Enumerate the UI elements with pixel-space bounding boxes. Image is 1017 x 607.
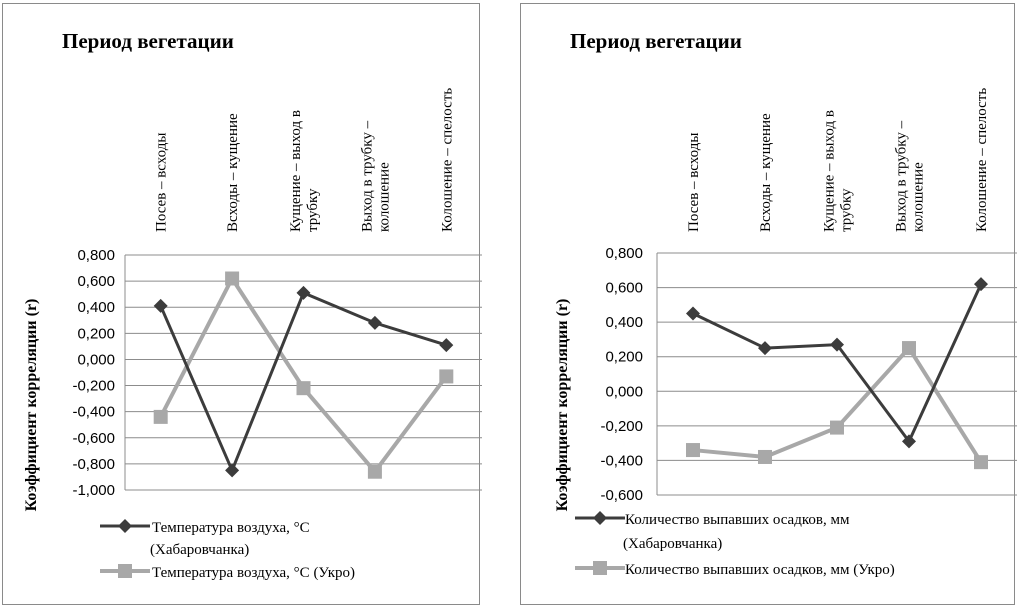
data-point-square: [830, 420, 844, 435]
y-tick-label: 0,600: [77, 273, 115, 290]
y-tick-label: 0,200: [77, 325, 115, 342]
y-tick-label: -0,200: [72, 378, 115, 395]
y-tick-label: -0,400: [600, 452, 643, 469]
chart-title: Период вегетации: [62, 29, 234, 53]
y-tick-label: 0,800: [605, 245, 643, 262]
data-point-diamond: [830, 337, 844, 352]
x-category-label: Посев – всходы: [686, 133, 702, 232]
y-tick-label: 0,000: [605, 383, 643, 400]
legend-label: Температура воздуха, °С (Укро): [152, 565, 355, 581]
x-category-label: Колошение – спелость: [974, 88, 990, 232]
y-tick-label: 0,400: [605, 314, 643, 331]
y-tick-label: -0,400: [72, 404, 115, 421]
data-point-square: [439, 369, 454, 384]
chart-1: Период вегетации Коэффициент корреляции (…: [2, 3, 482, 605]
x-category-label: трубку: [839, 188, 855, 232]
data-point-diamond: [296, 285, 311, 300]
data-point-square: [367, 464, 382, 479]
legend-marker-diamond: [593, 511, 607, 525]
legend-label: Температура воздуха, °С: [152, 520, 310, 536]
x-category-label: колошение: [911, 162, 927, 232]
y-tick-label: 0,400: [77, 299, 115, 316]
data-point-square: [974, 455, 988, 470]
y-tick-label: -0,600: [600, 487, 643, 504]
data-point-square: [686, 443, 700, 458]
x-category-label: Посев – всходы: [154, 133, 170, 232]
y-tick-label: 0,600: [605, 280, 643, 297]
x-category-label: Всходы – кущение: [758, 113, 774, 232]
data-point-diamond: [225, 463, 240, 478]
data-point-diamond: [367, 315, 382, 330]
y-tick-label: -0,600: [72, 430, 115, 447]
data-point-square: [153, 409, 168, 424]
x-category-label: Колошение – спелость: [439, 88, 455, 232]
data-point-diamond: [153, 298, 168, 313]
data-point-diamond: [974, 277, 988, 292]
data-point-square: [758, 449, 772, 464]
x-category-label: колошение: [376, 162, 392, 232]
chart-2: Период вегетации Коэффициент корреляции (…: [520, 3, 1017, 605]
y-tick-label: -0,800: [72, 456, 115, 473]
x-category-label: Кущение – выход в: [288, 110, 304, 232]
chart-title: Период вегетации: [570, 29, 742, 53]
series-line: [692, 344, 983, 464]
legend-marker-square: [118, 564, 132, 578]
data-point-square: [296, 381, 311, 396]
y-axis-label: Коэффициент корреляции (r): [23, 299, 40, 512]
chart-frame: [520, 3, 1015, 605]
legend-label: (Хабаровчанка): [150, 542, 249, 558]
y-tick-label: 0,200: [605, 349, 643, 366]
legend-marker-diamond: [118, 519, 132, 533]
x-category-label: Кущение – выход в: [822, 110, 838, 232]
data-point-square: [902, 341, 916, 356]
y-tick-label: 0,800: [77, 247, 115, 264]
y-tick-label: 0,000: [77, 351, 115, 368]
data-point-diamond: [686, 306, 700, 321]
series-line: [692, 283, 983, 445]
data-point-diamond: [439, 338, 454, 353]
legend-marker-square: [593, 561, 607, 575]
y-tick-label: -1,000: [72, 482, 115, 499]
y-axis-label: Коэффициент корреляции (r): [554, 299, 571, 512]
data-point-diamond: [902, 434, 916, 449]
data-point-diamond: [758, 341, 772, 356]
chart-frame: [2, 3, 480, 605]
x-category-label: Выход в трубку –: [894, 120, 910, 232]
legend-label: (Хабаровчанка): [623, 536, 722, 552]
legend-label: Количество выпавших осадков, мм: [625, 512, 850, 528]
x-category-label: трубку: [305, 188, 321, 232]
legend-label: Количество выпавших осадков, мм (Укро): [625, 562, 895, 578]
x-category-label: Выход в трубку –: [359, 120, 375, 232]
y-tick-label: -0,200: [600, 418, 643, 435]
x-category-label: Всходы – кущение: [225, 113, 241, 232]
data-point-square: [225, 271, 240, 286]
